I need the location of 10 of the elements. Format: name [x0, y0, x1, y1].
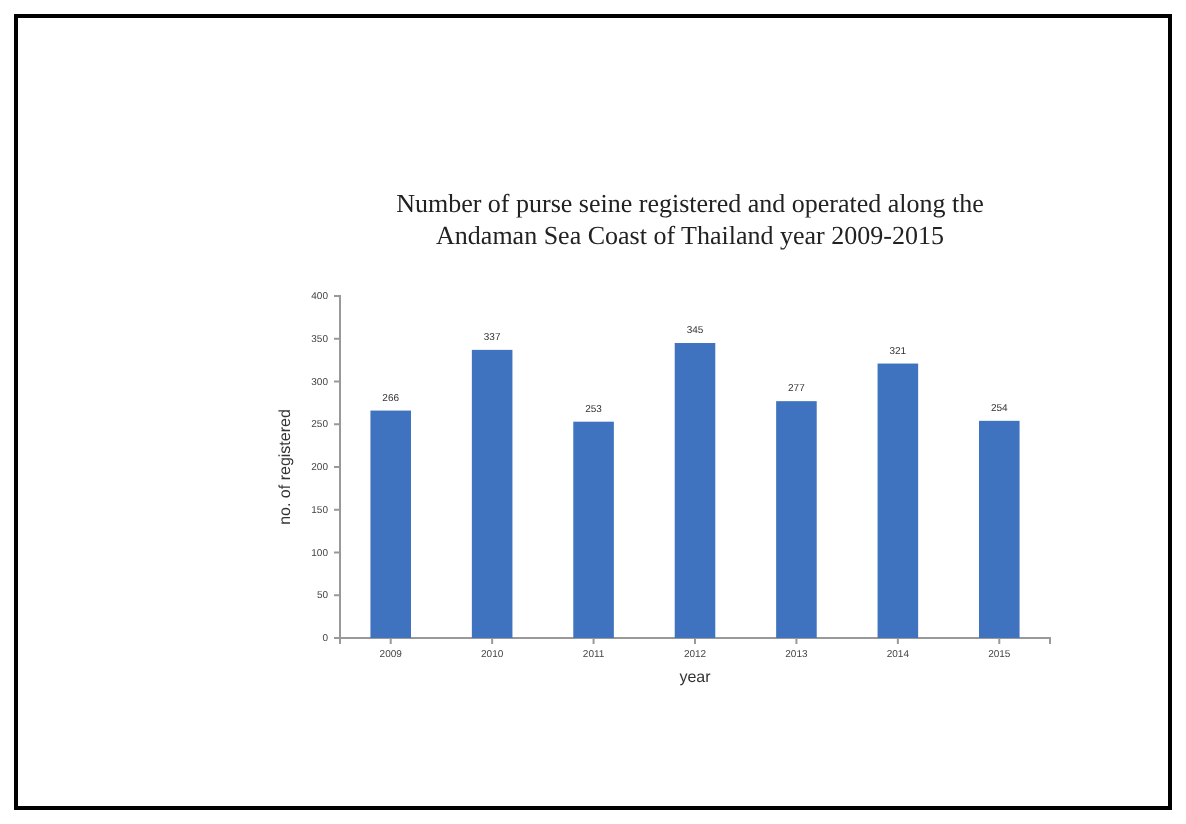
bar — [370, 410, 411, 638]
chart-title: Number of purse seine registered and operated along the Andaman Sea Coast of Thailand year 2009-2015 — [396, 188, 985, 250]
bar — [979, 420, 1020, 638]
bar — [573, 421, 614, 638]
bar — [877, 363, 919, 638]
y-axis-title: no. of registered — [276, 409, 294, 525]
bar — [674, 343, 716, 638]
bar — [776, 401, 817, 638]
bar — [471, 349, 513, 638]
x-axis-title: year — [679, 668, 712, 686]
